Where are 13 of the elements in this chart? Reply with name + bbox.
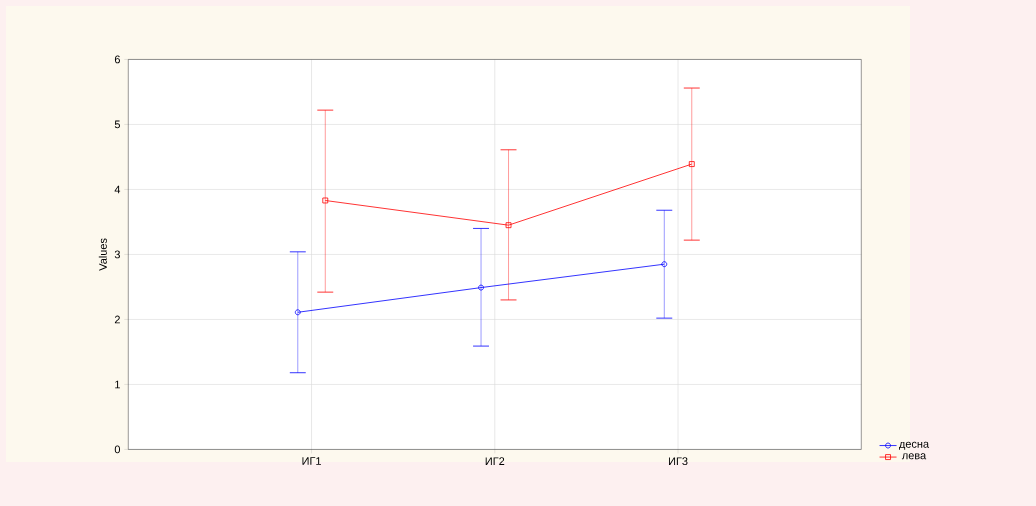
y-tick-label: 2 xyxy=(114,315,120,324)
x-tick-label: ИГ2 xyxy=(485,457,505,465)
x-tick-label: ИГ3 xyxy=(668,457,688,466)
y-tick-label: 1 xyxy=(115,380,120,389)
x-tick-label: ИГ1 xyxy=(302,457,321,465)
legend-label: лева xyxy=(901,453,927,460)
y-tick-label: 0 xyxy=(114,445,121,454)
legend-label: десна xyxy=(899,441,930,450)
y-tick-label: 4 xyxy=(114,185,121,194)
y-tick-label: 6 xyxy=(114,55,120,64)
y-axis-title: Values xyxy=(98,238,107,271)
y-tick-label: 5 xyxy=(114,120,120,129)
y-tick-label: 3 xyxy=(114,250,120,259)
